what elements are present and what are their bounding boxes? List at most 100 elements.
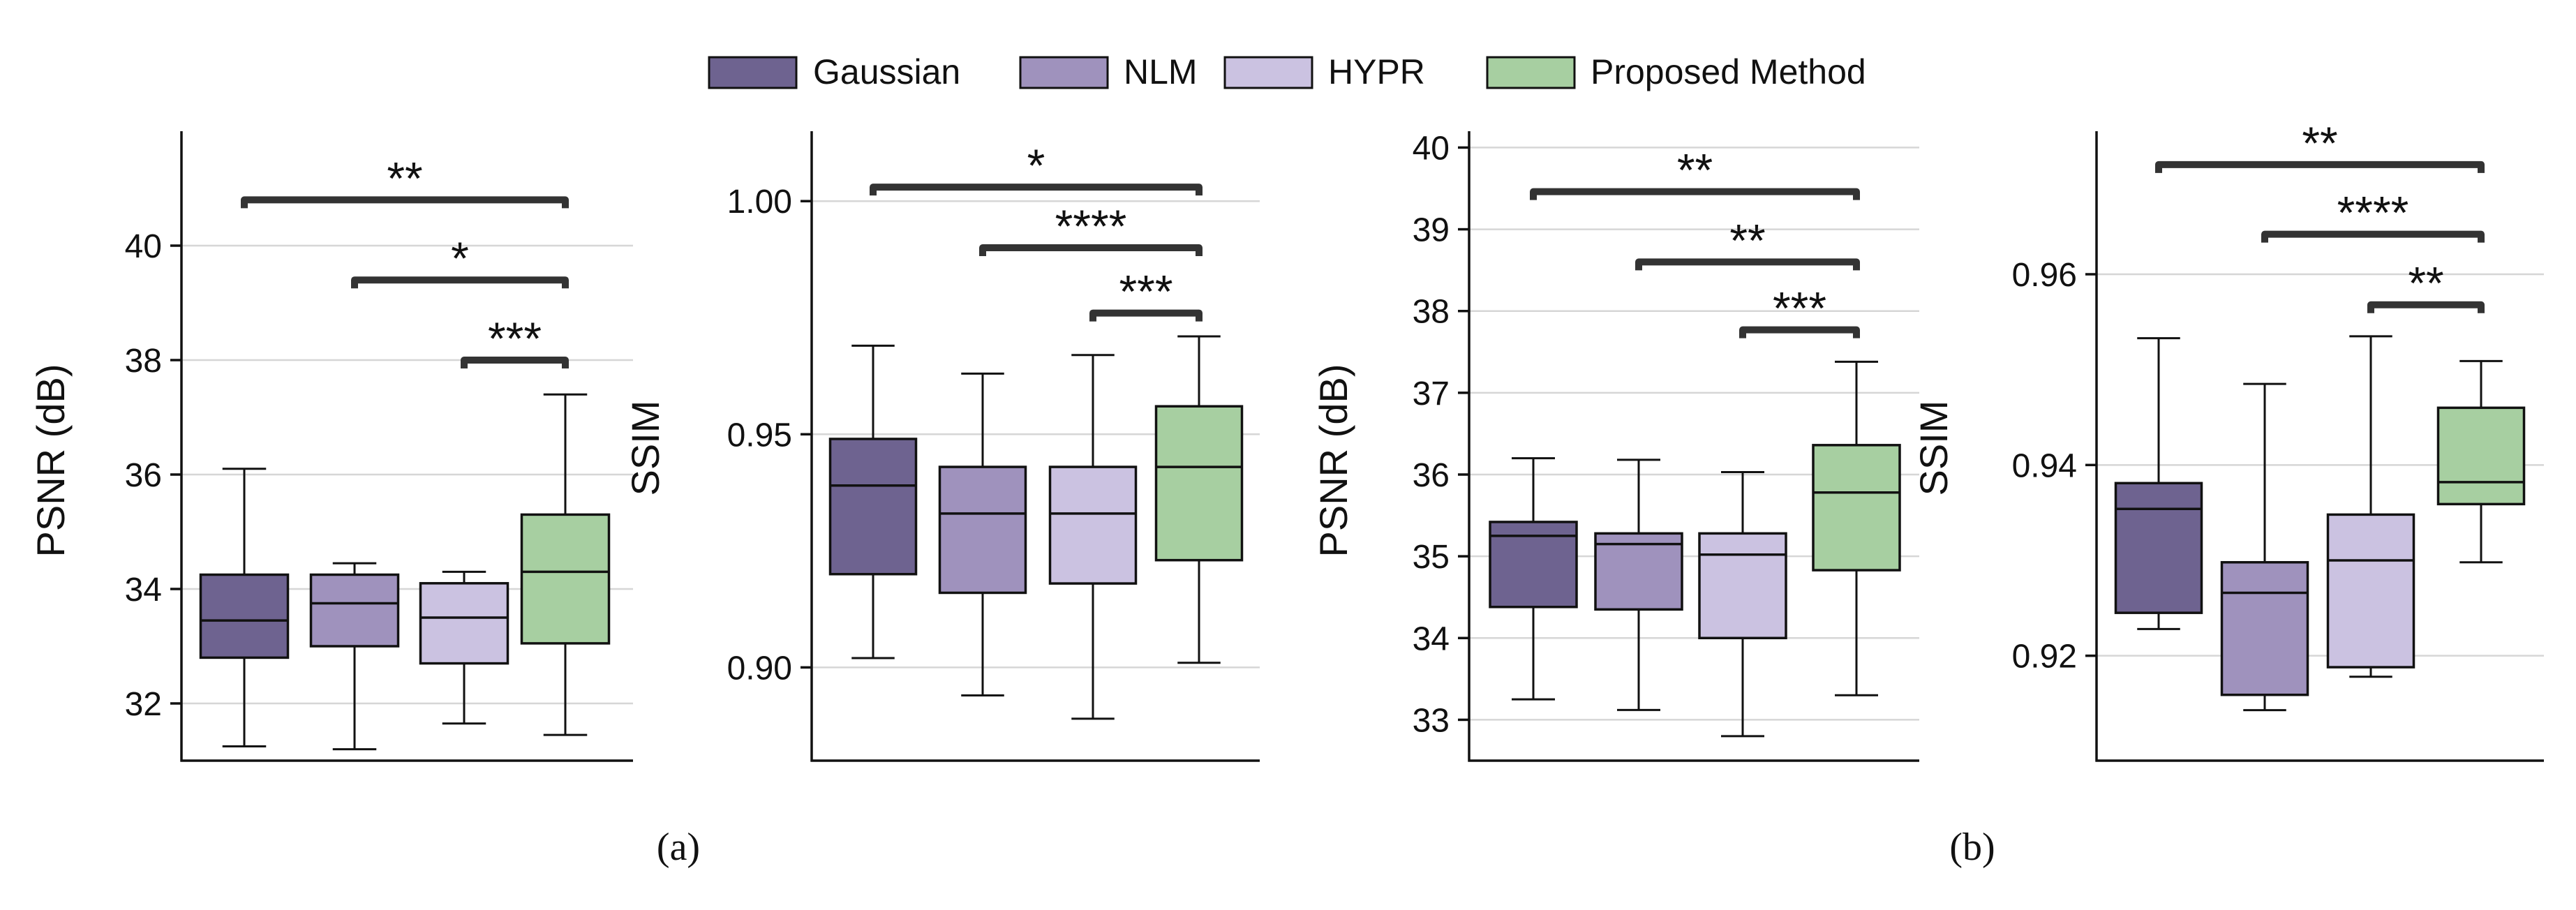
box-hypr (1698, 470, 1787, 738)
significance-label: **** (2337, 187, 2409, 239)
bracket-line (870, 184, 1203, 196)
legend-swatch-proposed-method (1486, 56, 1576, 89)
legend-label-hypr: HYPR (1328, 52, 1425, 91)
iqr-box (419, 582, 509, 665)
significance-label: ** (2302, 117, 2337, 169)
box-nlm (1594, 458, 1683, 711)
y-tick-label-1.00: 1.00 (727, 184, 792, 221)
box-gaussian (2114, 337, 2203, 630)
y-tick-label-0.90: 0.90 (727, 650, 792, 687)
significance-label: ** (387, 152, 422, 204)
y-tick-label-35: 35 (1413, 539, 1450, 576)
y-tick-label-34: 34 (1413, 620, 1450, 657)
y-tick-label-37: 37 (1413, 375, 1450, 412)
box-hypr (2326, 335, 2415, 678)
iqr-box (938, 465, 1027, 595)
y-tick-label-38: 38 (1413, 294, 1450, 331)
legend-label-gaussian: Gaussian (813, 52, 960, 91)
box-gaussian (1489, 457, 1578, 701)
bracket-line (461, 357, 569, 368)
bracket-line (1089, 309, 1203, 322)
box-gaussian (828, 344, 918, 659)
box-hypr (419, 570, 509, 725)
y-tick-label-36: 36 (125, 457, 162, 494)
y-axis-label: PSNR (dB) (1311, 364, 1355, 558)
box-nlm (938, 372, 1027, 696)
box-proposed-method (2436, 359, 2526, 564)
iqr-box (199, 573, 290, 659)
iqr-box (2220, 560, 2309, 696)
box-nlm (309, 562, 400, 751)
significance-label: *** (1773, 283, 1826, 334)
iqr-box (309, 573, 400, 648)
significance-label: * (451, 232, 469, 284)
y-tick-label-33: 33 (1413, 702, 1450, 739)
bracket-line (979, 244, 1203, 257)
y-tick-label-0.95: 0.95 (727, 417, 792, 454)
significance-bracket-3: *** (1739, 283, 1860, 338)
box-proposed-method (520, 393, 611, 736)
iqr-box (2326, 513, 2415, 669)
iqr-box (2114, 482, 2203, 614)
significance-bracket-1: ** (241, 152, 569, 209)
bracket-line (1635, 258, 1860, 271)
significance-label: ** (1677, 144, 1713, 196)
y-tick-label-40: 40 (125, 228, 162, 265)
y-axis-label: SSIM (623, 401, 667, 496)
y-tick-label-32: 32 (125, 686, 162, 723)
significance-bracket-2: **** (979, 200, 1203, 257)
legend-label-nlm: NLM (1124, 52, 1198, 91)
significance-bracket-2: ** (1635, 214, 1860, 271)
significance-bracket-3: ** (2367, 258, 2485, 313)
iqr-box (1812, 444, 1901, 572)
significance-label: **** (1055, 200, 1127, 252)
significance-label: * (1027, 140, 1045, 191)
box-nlm (2220, 382, 2309, 712)
y-axis-label: SSIM (1912, 401, 1956, 496)
y-tick-label-36: 36 (1413, 457, 1450, 494)
y-tick-label-39: 39 (1413, 212, 1450, 249)
y-tick-label-0.92: 0.92 (2012, 639, 2077, 676)
significance-label: ** (2408, 258, 2443, 309)
iqr-box (828, 438, 918, 576)
caption-a: (a) (657, 826, 700, 869)
bracket-line (351, 276, 569, 289)
bracket-line (2367, 301, 2485, 313)
captions: (a) (b) (657, 826, 1995, 869)
significance-bracket-2: * (351, 232, 569, 289)
legend-item-proposed-method: Proposed Method (1486, 52, 1866, 91)
legend-item-nlm: NLM (1019, 52, 1198, 91)
significance-label: *** (1119, 266, 1172, 318)
y-tick-label-40: 40 (1413, 130, 1450, 167)
significance-bracket-3: *** (1089, 266, 1203, 322)
y-tick-label-0.96: 0.96 (2012, 257, 2077, 294)
y-tick-label-0.94: 0.94 (2012, 447, 2077, 484)
iqr-box (1594, 532, 1683, 611)
legend-swatch-nlm (1019, 56, 1109, 89)
significance-bracket-1: * (870, 140, 1203, 196)
legend-swatch-gaussian (708, 56, 798, 89)
iqr-box (2436, 406, 2526, 506)
significance-bracket-3: *** (461, 313, 569, 368)
significance-bracket-2: **** (2261, 187, 2485, 243)
bracket-line (241, 196, 569, 209)
significance-label: *** (488, 313, 542, 364)
bracket-line (2155, 161, 2485, 173)
significance-label: ** (1729, 214, 1765, 266)
y-tick-label-34: 34 (125, 572, 162, 609)
bracket-line (1739, 326, 1860, 338)
y-tick-label-38: 38 (125, 343, 162, 380)
significance-bracket-1: ** (1530, 144, 1860, 200)
y-axis-label: PSNR (dB) (29, 364, 73, 558)
iqr-box (1048, 465, 1138, 585)
legend-item-hypr: HYPR (1223, 52, 1425, 91)
caption-b: (b) (1949, 826, 1995, 869)
box-gaussian (199, 468, 290, 747)
legend: Gaussian NLM HYPR Proposed Method (708, 52, 1866, 91)
